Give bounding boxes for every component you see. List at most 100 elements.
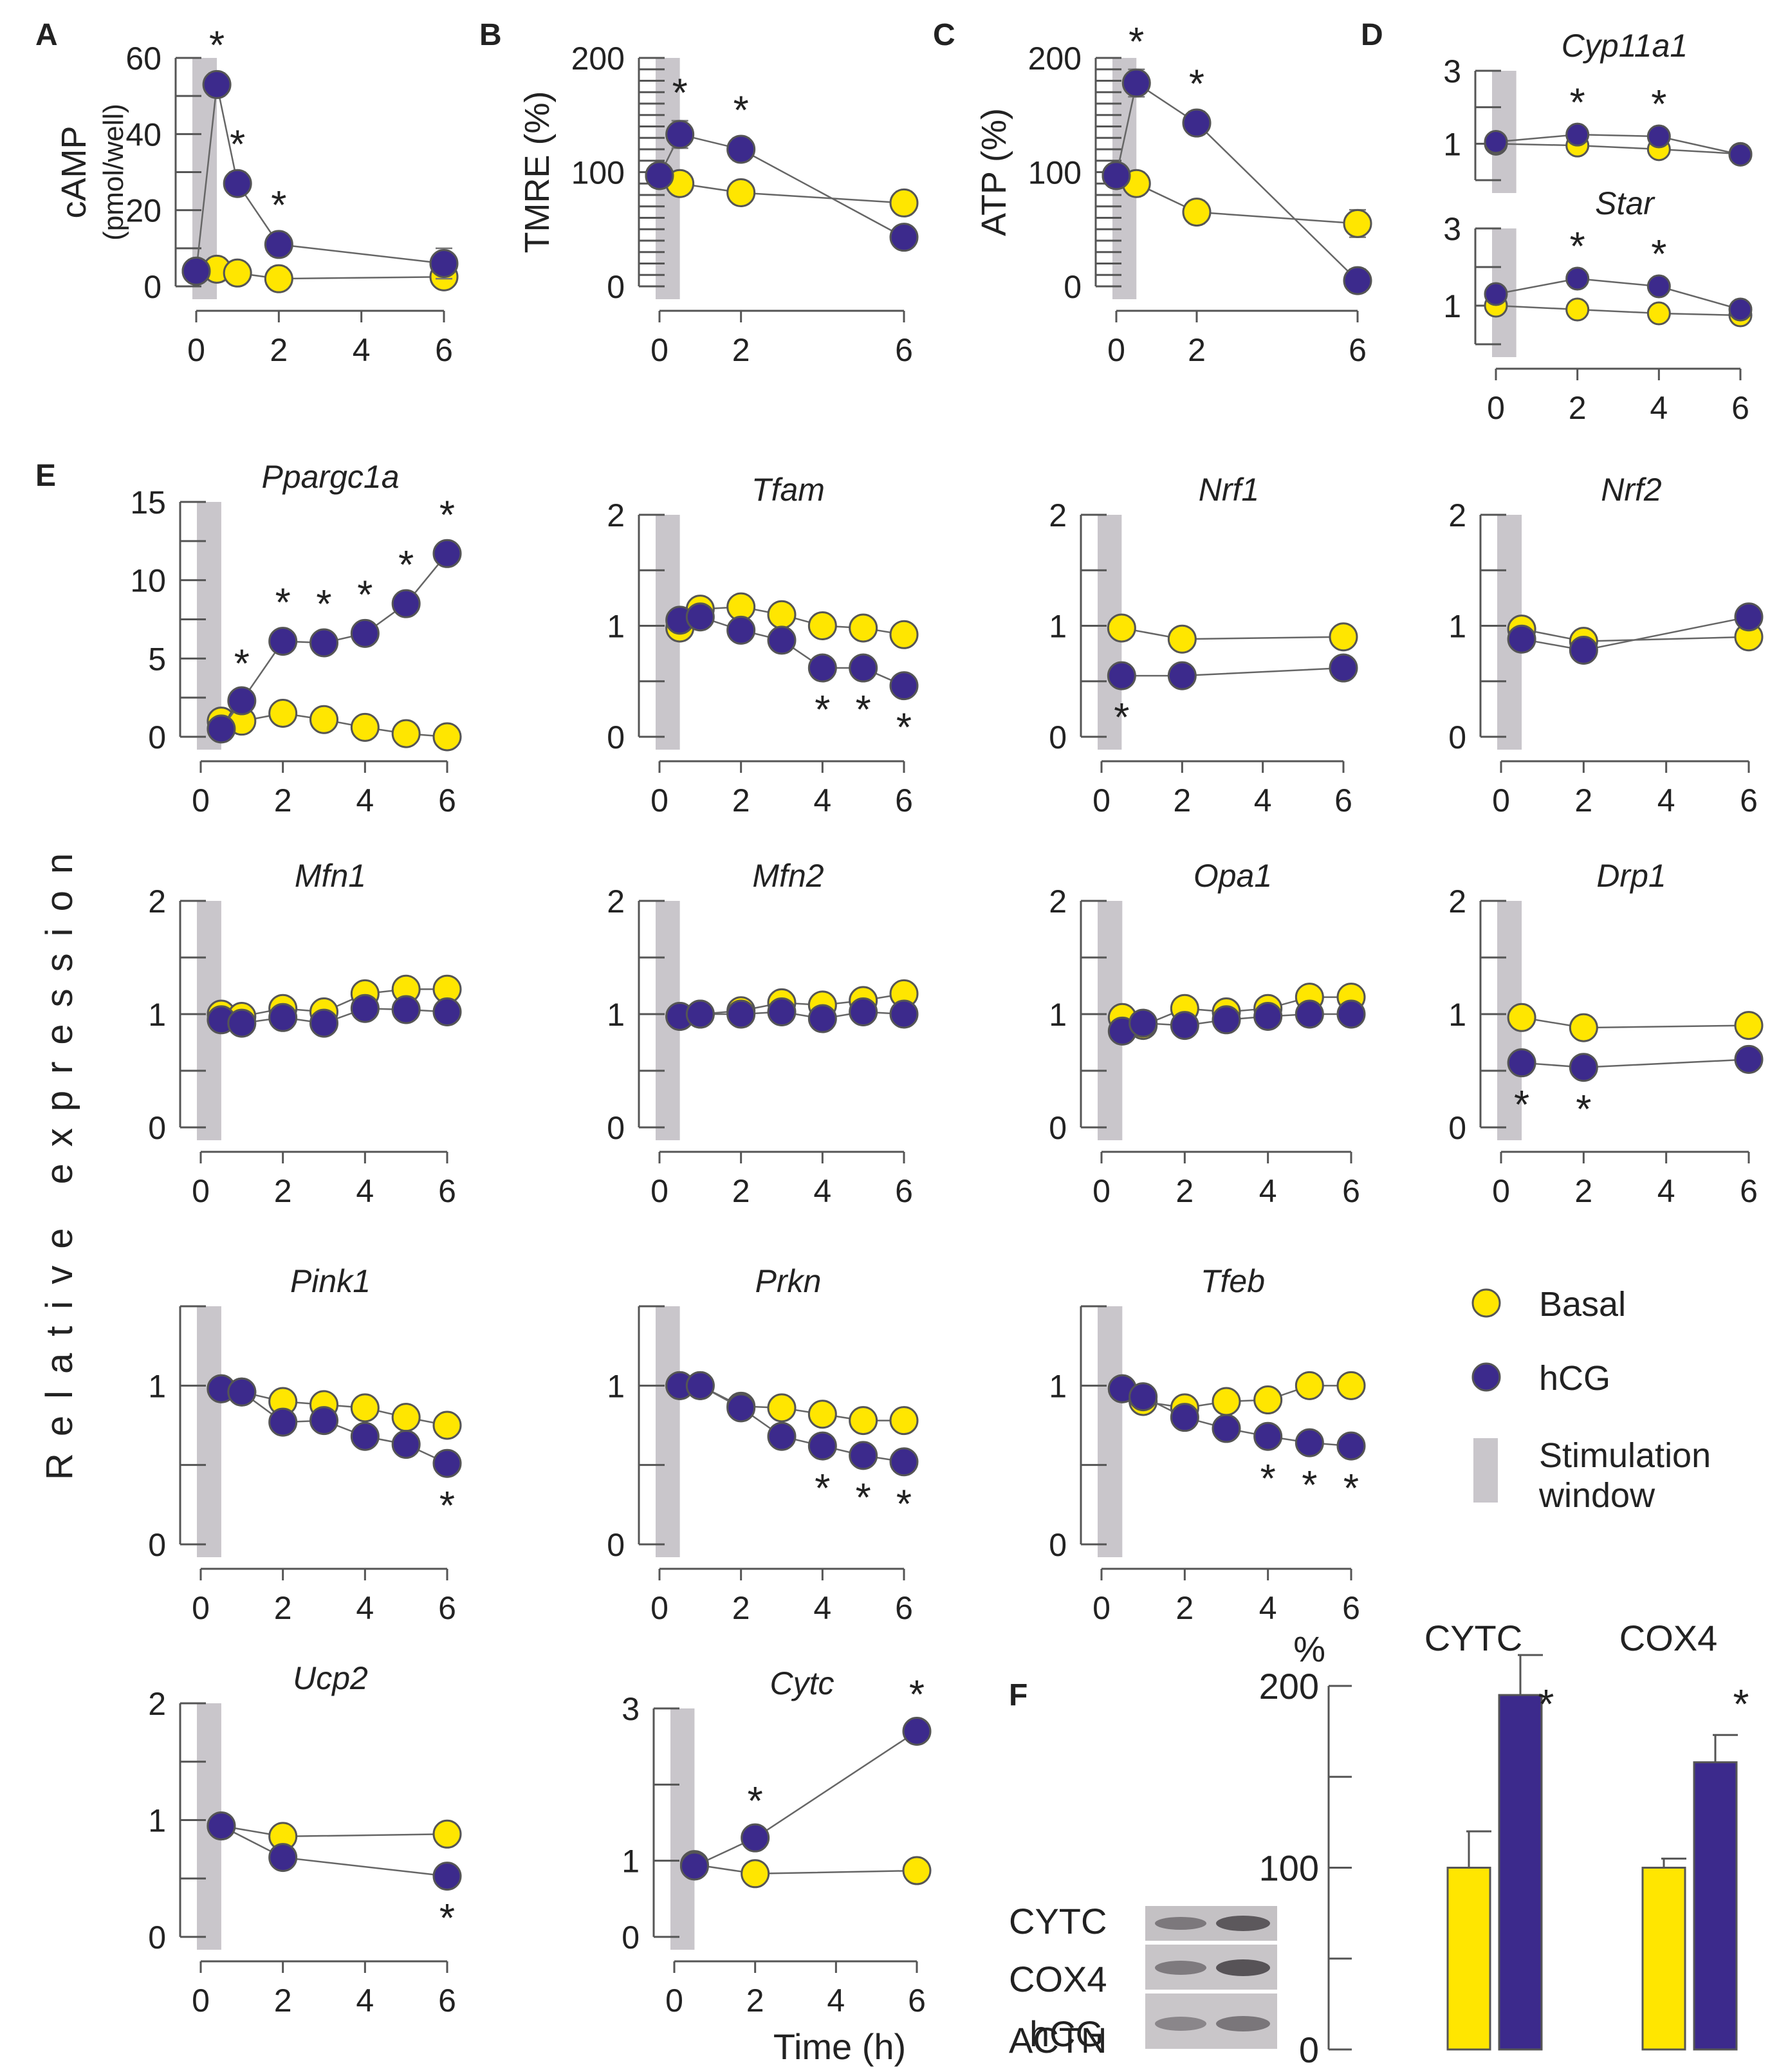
x-tick-label: 4 (356, 1983, 374, 2019)
blot-band-cox4-minus (1155, 1961, 1206, 1975)
series-basal (1102, 161, 1372, 238)
panel-letter: A (35, 18, 58, 52)
x-tick-label: 6 (1342, 1590, 1360, 1626)
series-hcg (1107, 653, 1358, 690)
data-point (645, 161, 674, 190)
series-hcg (1107, 1374, 1366, 1461)
panel-title: Mfn2 (752, 858, 824, 894)
x-tick-label: 6 (895, 782, 913, 819)
data-point (1343, 208, 1372, 238)
x-tick-label: 0 (665, 1983, 683, 2019)
data-point (889, 1447, 919, 1477)
data-point (207, 714, 236, 744)
x-tick-label: 2 (274, 1983, 292, 2019)
series-line (694, 1730, 917, 1867)
x-tick-label: 6 (1731, 390, 1749, 426)
data-point (227, 686, 257, 716)
series-hcg (1484, 122, 1753, 167)
panel-cytc: 0 1 3 0 2 4 6 Cytc * * (622, 1665, 932, 2019)
panel-letter: E (35, 459, 56, 493)
series-hcg (207, 994, 462, 1038)
blot-treatment-label: hCG (1029, 2013, 1103, 2054)
data-point (1129, 1382, 1158, 1412)
panel-title: Opa1 (1194, 858, 1272, 894)
y-tick-label: 5 (148, 641, 166, 677)
panel-title: Pink1 (290, 1263, 371, 1299)
data-point (767, 1393, 797, 1423)
significance-star: * (733, 88, 749, 133)
significance-star: * (856, 1476, 871, 1521)
significance-star: * (1260, 1457, 1276, 1501)
y-tick-label: 1 (1049, 1368, 1067, 1404)
x-tick-label: 0 (650, 332, 668, 368)
series-hcg (207, 1811, 462, 1891)
x-tick-label: 4 (1650, 390, 1668, 426)
x-tick-label: 0 (187, 332, 205, 368)
legend-stim-label: Stimulation window (1538, 1436, 1720, 1515)
y-tick-label: 2 (1448, 497, 1466, 533)
series-hcg (207, 539, 462, 744)
x-tick-label: 2 (1574, 782, 1592, 819)
series-basal (207, 1811, 462, 1851)
x-tick-label: 6 (908, 1983, 926, 2019)
bar-group-cytc: CYTC * (1424, 1618, 1554, 2051)
panel-mfn1: 0 1 2 0 2 4 6 Mfn1 (148, 858, 462, 1209)
series-line (1121, 667, 1344, 677)
y-tick-label: 20 (125, 193, 161, 229)
panel-title: Ppargc1a (261, 459, 399, 495)
x-tick-label: 6 (1342, 1173, 1360, 1209)
series-hcg (679, 1717, 932, 1881)
panel-title: Tfam (751, 472, 825, 508)
data-point (1253, 1421, 1283, 1451)
panel-letter: D (1361, 18, 1383, 52)
x-tick-label: 0 (650, 1590, 668, 1626)
panel-title: Drp1 (1596, 858, 1666, 894)
legend: Basal hCG Stimulation window (1471, 1285, 1720, 1515)
significance-star: * (439, 1896, 455, 1941)
x-tick-label: 6 (1740, 782, 1758, 819)
legend-hcg-label: hCG (1539, 1359, 1610, 1398)
data-point (1646, 274, 1671, 299)
significance-star: * (1114, 696, 1129, 740)
y-tick-label: 1 (607, 609, 625, 645)
y-tick-label: 60 (125, 41, 161, 77)
legend-basal-marker (1471, 1288, 1501, 1318)
data-point (309, 628, 338, 658)
x-tick-label: 2 (746, 1983, 764, 2019)
significance-star: * (234, 642, 250, 686)
data-point (1565, 122, 1590, 147)
data-point (1121, 68, 1151, 98)
series-basal (1484, 293, 1753, 328)
x-tick-label: 2 (274, 782, 292, 819)
y-tick-label: 0 (1448, 719, 1466, 755)
series-hcg (207, 1374, 462, 1478)
stimulation-window (197, 1306, 221, 1557)
data-point (1569, 1053, 1598, 1082)
panel-letter: B (479, 18, 502, 52)
data-point (268, 1407, 298, 1437)
x-tick-label: 6 (438, 1173, 456, 1209)
data-point (1170, 1403, 1199, 1432)
legend-stim-line-2: window (1538, 1476, 1655, 1515)
data-point (807, 653, 837, 683)
significance-star: * (271, 183, 286, 228)
data-point (264, 230, 293, 259)
data-point (665, 120, 695, 149)
x-tick-label: 0 (192, 1590, 210, 1626)
data-point (889, 1406, 919, 1436)
y-tick-label: 10 (130, 563, 166, 599)
y-tick-label: 0 (607, 719, 625, 755)
data-point (726, 999, 756, 1029)
x-tick-label: 6 (895, 1173, 913, 1209)
data-point (1728, 297, 1753, 322)
data-point (767, 1421, 797, 1451)
x-tick-label: 4 (813, 1590, 831, 1626)
panel-title: Ucp2 (293, 1660, 368, 1696)
x-tick-label: 2 (274, 1590, 292, 1626)
data-point (685, 1371, 715, 1400)
y-tick-label: 1 (148, 1368, 166, 1404)
significance-star: * (316, 582, 331, 627)
bar-group-cox4: COX4 * (1619, 1618, 1749, 2051)
x-tick-label: 4 (813, 782, 831, 819)
significance-star: * (1538, 1681, 1554, 1727)
